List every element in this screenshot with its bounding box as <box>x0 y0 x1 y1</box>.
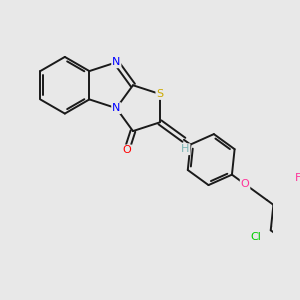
Text: F: F <box>295 173 300 183</box>
Text: S: S <box>156 89 164 99</box>
Text: N: N <box>112 57 121 67</box>
Text: O: O <box>241 179 249 189</box>
Text: N: N <box>112 103 121 113</box>
Text: H: H <box>181 144 190 154</box>
Text: O: O <box>122 145 131 155</box>
Text: Cl: Cl <box>250 232 261 242</box>
